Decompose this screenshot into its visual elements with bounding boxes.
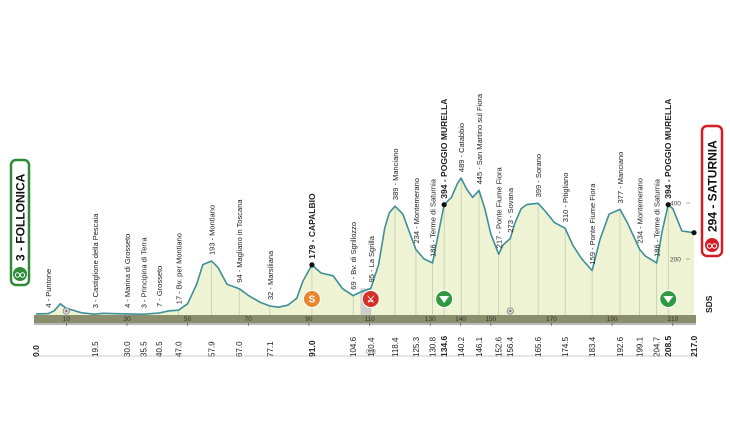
finish-flag — [700, 124, 724, 258]
distance-label: 77.1 — [266, 341, 275, 357]
distance-label: 174.5 — [561, 336, 570, 357]
distance-label: 146.1 — [475, 336, 484, 357]
waypoint-label: 273 - Sovana — [506, 187, 515, 232]
waypoint-label: 399 - Sorano — [534, 154, 543, 197]
distance-label: 91.0 — [307, 340, 317, 357]
waypoint-label: 186 - Terme di Saturnia — [429, 178, 438, 257]
waypoint-label: 69 - Bv. di Sgrillozzo — [349, 222, 358, 290]
waypoint-label: 394 - POGGIO MURELLA — [663, 99, 673, 199]
waypoint-label: 4 - Marina di Grosseto — [123, 234, 132, 308]
waypoint-label: 7 - Grosseto — [155, 266, 164, 307]
waypoint-label: 3 - Castiglione della Pescaia — [91, 213, 100, 308]
intermediate-point-dot — [65, 309, 68, 313]
start-bike-wheel — [14, 272, 21, 278]
distance-label: 192.6 — [616, 336, 625, 357]
sprint-marker — [302, 290, 321, 308]
sprint-symbol: S — [309, 295, 316, 306]
waypoint-label: 94 - Magliano in Toscana — [235, 199, 244, 283]
waypoint-label: 234 - Montemerano — [636, 178, 645, 243]
summit-dot — [441, 202, 447, 208]
profile-area — [36, 178, 694, 315]
x-tick-label: 30 — [123, 316, 131, 323]
waypoint-label: 310 - Pitigliano — [561, 173, 570, 223]
x-tick-label: 150 — [485, 316, 496, 323]
start-bike-wheel — [19, 272, 26, 278]
waypoint-label: 4 - Puntone — [44, 269, 53, 308]
waypoint-label: 95 - La Sgrilla — [367, 235, 376, 282]
waypoint-label: 17 - Bv. per Montiano — [175, 233, 184, 304]
distance-label: 199.1 — [636, 336, 645, 357]
intermediate-point-dot — [509, 309, 512, 313]
distance-label: 67.0 — [235, 341, 244, 357]
distance-label: 130.8 — [429, 336, 438, 357]
kom-icon — [439, 296, 450, 303]
waypoint-label: 193 - Montiano — [208, 205, 217, 255]
distance-label: 0.0 — [31, 345, 41, 357]
finish-label: 294 - SATURNIA — [706, 140, 720, 232]
start-label: 3 - FOLLONICA — [14, 173, 28, 261]
waypoint-label: 217 - Ponte Fiume Fiora — [495, 167, 504, 249]
waypoint-label: 186 - Terme di Saturnia — [653, 178, 662, 257]
distance-label: 35.5 — [140, 341, 149, 357]
distance-label: 165.6 — [534, 336, 543, 357]
start-flag — [9, 158, 31, 287]
finish-bike-wheel — [711, 243, 718, 249]
x-tick-label: 210 — [667, 316, 678, 323]
gr-label: GR — [366, 349, 377, 356]
waypoint-label: 489 - Catabbio — [457, 123, 466, 172]
distance-label: 125.3 — [412, 336, 421, 357]
kom-icon — [663, 296, 674, 303]
waypoint-label: 377 - Manciano — [616, 152, 625, 204]
x-tick-label: 110 — [364, 316, 375, 323]
distance-label: 134.6 — [439, 335, 449, 357]
distance-label: 183.4 — [588, 336, 597, 357]
waypoint-label: 32 - Marsiliana — [266, 250, 275, 300]
feed-symbol: ⚔ — [367, 295, 375, 305]
distance-label: 156.4 — [506, 336, 515, 357]
x-tick-label: 50 — [184, 316, 192, 323]
profile-line — [35, 177, 695, 315]
distance-label: 217.0 — [689, 335, 699, 357]
x-tick-label: 190 — [607, 316, 618, 323]
distance-label: 208.5 — [663, 335, 673, 357]
distance-label: 40.5 — [155, 341, 164, 357]
waypoint-label: 159 - Ponte Fiume Fiora — [588, 183, 597, 265]
distance-label: 110.4 — [367, 337, 376, 357]
x-tick-label: 90 — [305, 316, 313, 323]
waypoint-label: 389 - Manciano — [391, 148, 400, 200]
sds-logo: SDS — [704, 295, 714, 313]
feed-marker — [361, 290, 380, 308]
waypoint-label: 394 - POGGIO MURELLA — [439, 99, 449, 199]
distance-label: 118.4 — [391, 337, 400, 357]
distance-label: 140.2 — [457, 336, 466, 357]
distance-label: 204.7 — [653, 336, 662, 357]
distance-label: 19.5 — [91, 341, 100, 357]
distance-label: 47.0 — [175, 341, 184, 357]
waypoint-label: 3 - Principina di Terra — [140, 237, 149, 309]
waypoint-label: 445 - San Martino sul Fiora — [475, 93, 484, 184]
base-strip — [34, 315, 696, 323]
distance-label: 30.0 — [123, 341, 132, 357]
summit-dot — [665, 202, 671, 208]
finish-dot — [691, 230, 697, 236]
x-tick-label: 140 — [455, 316, 466, 323]
distance-label: 57.9 — [208, 341, 217, 357]
waypoint-label: 179 - CAPALBIO — [307, 193, 317, 259]
summit-dot — [309, 262, 315, 268]
y-tick-label: 400 — [670, 201, 681, 208]
x-tick-label: 10 — [63, 316, 71, 323]
x-tick-label: 130 — [425, 316, 436, 323]
x-tick-label: 70 — [245, 316, 253, 323]
distance-label: 104.6 — [349, 336, 358, 357]
finish-bike-wheel — [706, 243, 713, 249]
y-tick-label: 200 — [670, 257, 681, 264]
waypoint-label: 234 - Montemerano — [412, 178, 421, 243]
distance-label: 152.6 — [495, 336, 504, 357]
x-tick-label: 170 — [546, 316, 557, 323]
